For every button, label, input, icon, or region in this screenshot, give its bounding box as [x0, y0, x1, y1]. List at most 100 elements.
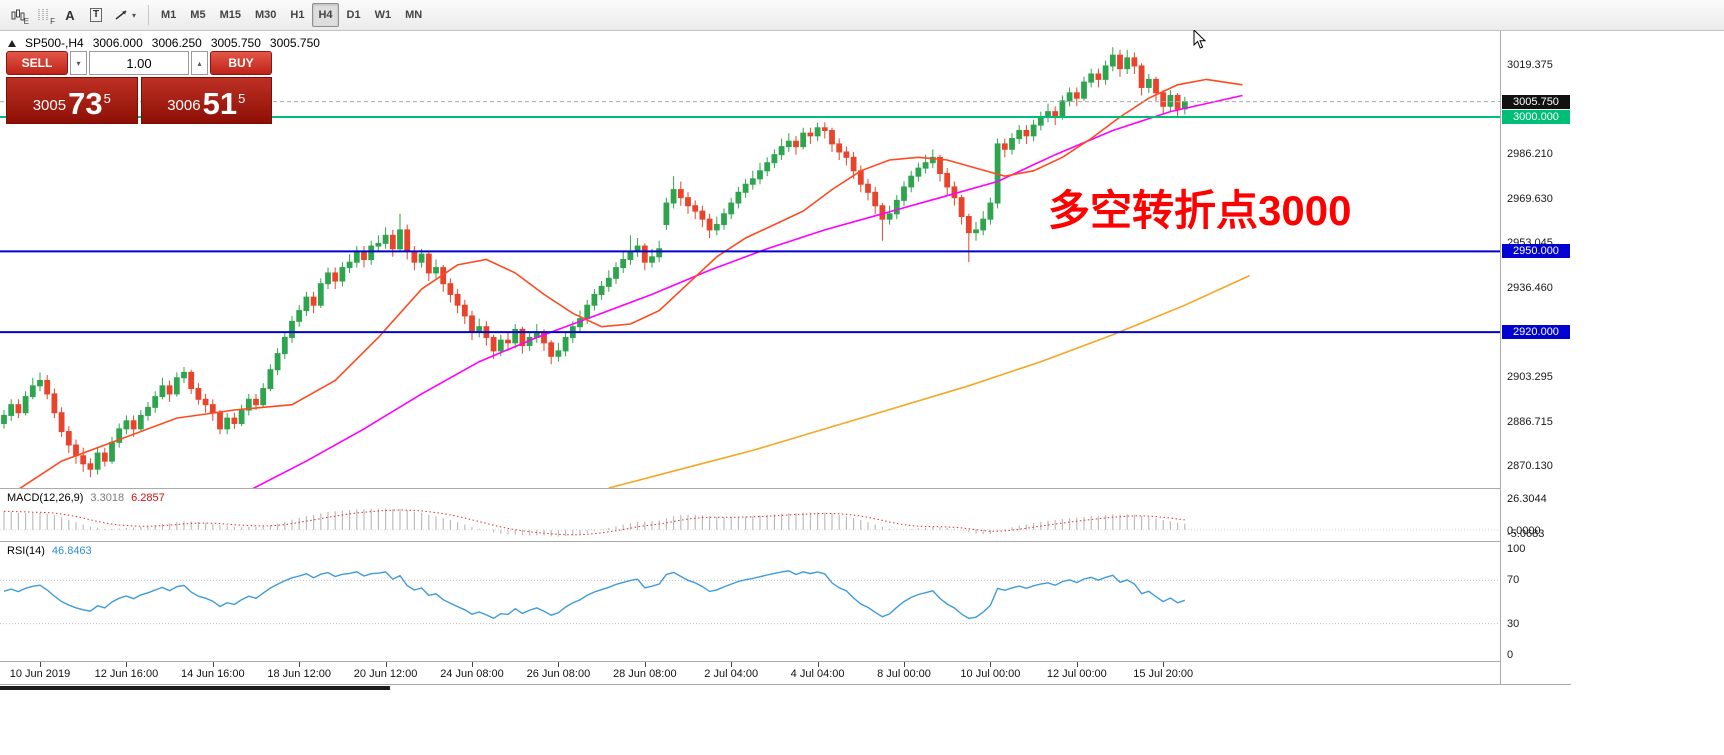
- one-click-trading-panel: SELL ▾ ▴ BUY 3005 73 5 3006 51 5: [6, 51, 272, 124]
- chevron-down-icon: ▾: [132, 10, 137, 20]
- price-axis-label: 2986.210: [1507, 148, 1553, 161]
- time-axis-label: 20 Jun 12:00: [353, 668, 418, 680]
- macd-histogram: [3, 508, 1186, 537]
- macd-signal-value: 6.2857: [131, 492, 165, 504]
- rsi-pane[interactable]: [0, 542, 1500, 661]
- trendline-tool-button[interactable]: ▾: [109, 3, 142, 27]
- chart-symbol-timeframe: SP500-,H4: [25, 36, 84, 50]
- time-axis-label: 10 Jul 00:00: [960, 668, 1021, 680]
- rsi-label-row: RSI(14) 46.8463: [7, 545, 92, 557]
- bar-chart-mode-button[interactable]: E: [5, 3, 31, 27]
- chart-header: SP500-,H4 3006.000 3006.250 3005.750 300…: [8, 36, 320, 50]
- chart-open-value: 3006.000: [92, 36, 143, 50]
- buy-button[interactable]: BUY: [210, 51, 272, 75]
- chart-low-value: 3005.750: [210, 36, 261, 50]
- chart-window: SP500-,H4 3006.000 3006.250 3005.750 300…: [0, 31, 1571, 685]
- bid-price-small: 3005: [32, 97, 67, 114]
- price-badge-3000.000: 3000.000: [1502, 110, 1570, 125]
- time-axis-label: 14 Jun 16:00: [180, 668, 245, 680]
- macd-axis-label: 0.0000: [1507, 524, 1541, 537]
- rsi-axis-label: 0: [1507, 649, 1514, 661]
- toolbar-separator: [148, 5, 150, 25]
- chart-shift-marker: [8, 39, 16, 47]
- rsi-axis-label: 30: [1507, 617, 1520, 630]
- macd-main-value: 3.3018: [90, 492, 125, 504]
- rsi-label: RSI(14): [7, 545, 45, 557]
- macd-label: MACD(12,26,9): [7, 492, 84, 504]
- time-tick: [558, 662, 560, 667]
- time-tick: [731, 662, 733, 667]
- time-axis-label: 15 Jul 20:00: [1133, 668, 1194, 680]
- time-axis[interactable]: 10 Jun 2019 12 Jun 16:00 14 Jun 16:00 18 Ju…: [0, 662, 1571, 684]
- macd-label-row: MACD(12,26,9) 3.3018 6.2857: [7, 492, 165, 504]
- time-axis-label: 12 Jul 00:00: [1046, 668, 1107, 680]
- bid-quote-panel[interactable]: 3005 73 5: [6, 77, 138, 124]
- grid-mode-icon: [38, 9, 48, 21]
- price-axis[interactable]: 3019.375 2986.210 2969.630 2953.045 2936.460…: [1500, 31, 1571, 684]
- time-axis-label: 26 Jun 08:00: [526, 668, 591, 680]
- chart-high-value: 3006.250: [151, 36, 202, 50]
- time-tick: [990, 662, 992, 667]
- price-axis-label: 2936.460: [1507, 281, 1553, 294]
- macd-axis-label: -5.0683: [1507, 528, 1545, 540]
- bid-price-big: 73: [68, 86, 103, 121]
- time-tick: [1076, 662, 1078, 667]
- pointer-tool-icon: A: [65, 7, 75, 23]
- time-tick: [299, 662, 301, 667]
- price-axis-label: 2969.630: [1507, 192, 1553, 205]
- mouse-cursor: [1193, 30, 1207, 49]
- time-tick: [385, 662, 387, 667]
- timeframe-button-d1[interactable]: D1: [346, 9, 361, 21]
- time-tick: [644, 662, 646, 667]
- pane-separator[interactable]: [0, 488, 1571, 489]
- volume-input[interactable]: [89, 51, 189, 75]
- time-axis-label: 18 Jun 12:00: [267, 668, 331, 680]
- timeframe-button-h1[interactable]: H1: [290, 9, 305, 21]
- pane-separator[interactable]: [0, 661, 1571, 662]
- time-axis-label: 4 Jul 04:00: [790, 668, 845, 680]
- price-axis-label: 2903.295: [1507, 370, 1553, 383]
- pointer-tool-button[interactable]: A: [57, 3, 83, 27]
- time-axis-label: 28 Jun 08:00: [612, 668, 677, 680]
- pane-separator[interactable]: [0, 541, 1571, 542]
- rsi-line: [3, 570, 1186, 620]
- price-axis-label: 3019.375: [1507, 58, 1553, 71]
- bottom-scrollbar[interactable]: [0, 686, 390, 690]
- price-badge-3005.750: 3005.750: [1502, 94, 1570, 109]
- volume-increase-button[interactable]: ▴: [191, 51, 208, 75]
- price-axis-label: 2870.130: [1507, 460, 1553, 473]
- ask-quote-panel[interactable]: 3006 51 5: [140, 77, 272, 124]
- ma-fast-line: [19, 78, 1243, 488]
- sell-button[interactable]: SELL: [6, 51, 68, 75]
- bid-price-sup: 5: [103, 91, 111, 106]
- volume-decrease-button[interactable]: ▾: [70, 51, 87, 75]
- time-axis-label: 12 Jun 16:00: [94, 668, 159, 680]
- macd-pane[interactable]: [0, 489, 1500, 541]
- text-tool-button[interactable]: T: [83, 3, 109, 27]
- timeframe-button-w1[interactable]: W1: [374, 9, 392, 21]
- ask-price-sup: 5: [238, 91, 246, 106]
- timeframe-button-m30[interactable]: M30: [254, 9, 277, 21]
- trendline-tool-icon: [115, 10, 127, 20]
- bar-chart-mode-icon: [11, 9, 25, 21]
- timeframe-button-m1[interactable]: M1: [161, 9, 177, 21]
- price-badge-2920.000: 2920.000: [1502, 325, 1570, 340]
- rsi-axis-label: 70: [1507, 574, 1520, 587]
- grid-mode-sub: F: [50, 17, 55, 26]
- ask-price-small: 3006: [167, 97, 201, 114]
- time-axis-label: 2 Jul 04:00: [704, 668, 759, 680]
- time-tick: [40, 662, 41, 667]
- timeframe-button-h4[interactable]: H4: [312, 3, 339, 27]
- time-tick: [126, 662, 128, 667]
- time-tick: [1163, 662, 1165, 667]
- price-axis-label: 2886.715: [1507, 415, 1553, 428]
- grid-mode-button[interactable]: F: [31, 3, 57, 27]
- rsi-axis-label: 100: [1507, 543, 1526, 555]
- time-tick: [472, 662, 473, 667]
- top-toolbar: E F A T ▾ M1 M5 M15 M30 H1 H4 D1 W1 MN: [0, 0, 1724, 31]
- ma-slow-line: [608, 274, 1250, 488]
- timeframe-button-mn[interactable]: MN: [405, 9, 423, 21]
- timeframe-button-m15[interactable]: M15: [219, 9, 241, 21]
- timeframe-button-m5[interactable]: M5: [190, 9, 206, 21]
